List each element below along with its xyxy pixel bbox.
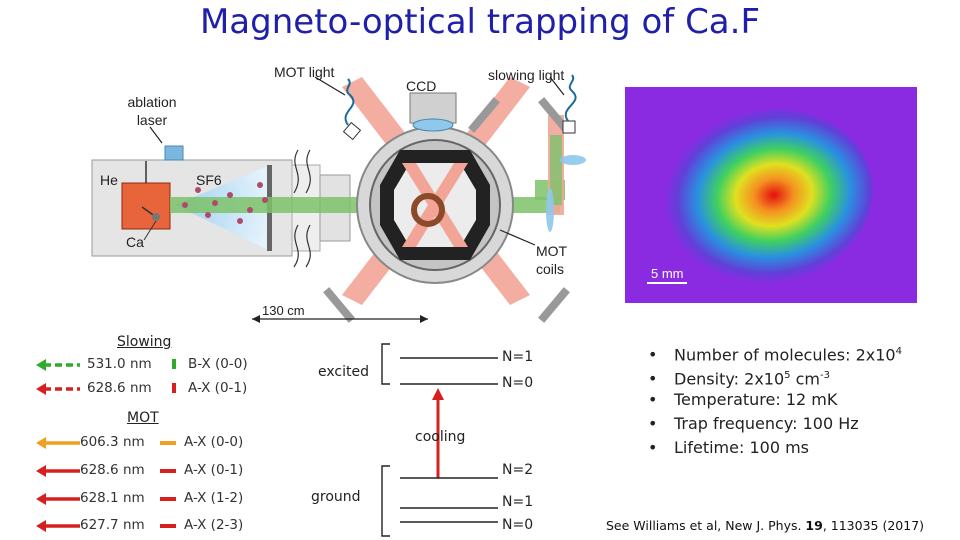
mot-transition: A-X (2-3): [184, 517, 244, 533]
mot-wavelength: 628.6 nm: [80, 462, 145, 478]
mot-transition: A-X (0-1): [184, 462, 244, 478]
lens-1: [546, 188, 554, 232]
stats-item: • Lifetime: 100 ms: [648, 436, 902, 460]
he-label: He: [100, 172, 118, 188]
cooling-label: cooling: [415, 429, 466, 445]
slowing-heading: Slowing: [117, 334, 172, 350]
mot-fluorescence-image: [625, 87, 917, 303]
bullet-icon: •: [648, 438, 658, 457]
mot-coil-ring: [411, 193, 445, 227]
n1-top-label: N=1: [502, 349, 534, 365]
excited-label: excited: [318, 364, 369, 380]
stats-item: • Temperature: 12 mK: [648, 388, 902, 412]
arrow-icon: [36, 493, 80, 505]
stats-list: • Number of molecules: 2x104 • Density: 2x1…: [648, 340, 902, 460]
reference: See Williams et al, New J. Phys. 19, 113…: [606, 518, 925, 533]
mirror-4: [323, 287, 355, 323]
ablation-laser-label: ablation laser: [127, 94, 177, 128]
sf6-label: SF6: [196, 172, 222, 188]
stats-item: • Trap frequency: 100 Hz: [648, 412, 902, 436]
mirror-2: [538, 97, 570, 133]
n0-top-label: N=0: [502, 375, 534, 391]
mot-wavelength: 628.1 nm: [80, 490, 145, 506]
scale-bar-label: 5 mm: [651, 266, 684, 281]
energy-level-diagram: [381, 343, 498, 537]
arrow-icon: [36, 437, 80, 449]
ablation-cell: [121, 182, 171, 230]
slowing-light-label: slowing light: [488, 67, 565, 83]
mot-coils-label: MOT coils: [536, 243, 567, 277]
color-marker: [160, 469, 176, 473]
lens-2: [560, 155, 586, 165]
bullet-icon: •: [648, 414, 658, 433]
slowing-transition: B-X (0-0): [188, 356, 248, 372]
mirror-1: [468, 97, 500, 133]
color-marker: [160, 441, 176, 445]
dashed-arrow-icon: [36, 383, 80, 395]
fiber-collimator: [562, 120, 576, 134]
dashed-arrow-icon: [36, 359, 80, 371]
excited-bracket: [381, 343, 390, 385]
arrow-icon: [36, 520, 80, 532]
stats-item: • Number of molecules: 2x104: [648, 340, 902, 364]
mot-wavelength: 627.7 nm: [80, 517, 145, 533]
slowing-transition: A-X (0-1): [188, 380, 248, 396]
slowing-wavelength: 531.0 nm: [87, 356, 152, 372]
slowing-wavelength: 628.6 nm: [87, 380, 152, 396]
ca-label: Ca: [126, 234, 144, 250]
mot-transition: A-X (0-0): [184, 434, 244, 450]
bullet-icon: •: [648, 369, 658, 389]
apparatus-diagram: [91, 74, 586, 323]
n1-bottom-label: N=1: [502, 494, 534, 510]
ccd-label: CCD: [406, 78, 437, 94]
ground-bracket: [381, 465, 390, 537]
mirror-3: [538, 287, 570, 323]
color-marker: [172, 359, 176, 369]
mot-collimator: [342, 121, 362, 141]
page-title: Magneto-optical trapping of Ca.F: [199, 2, 761, 42]
n2-label: N=2: [502, 462, 534, 478]
stats-item: • Density: 2x105 cm-3: [648, 364, 902, 388]
color-marker: [160, 497, 176, 501]
n0-bottom-label: N=0: [502, 517, 534, 533]
ground-label: ground: [311, 489, 361, 505]
mot-wavelength: 606.3 nm: [80, 434, 145, 450]
mot-transition: A-X (1-2): [184, 490, 244, 506]
color-marker: [160, 524, 176, 528]
mot-heading: MOT: [127, 410, 159, 426]
ablation-window: [164, 145, 184, 161]
slowing-fiber: [564, 74, 577, 122]
mot-fiber: [344, 78, 355, 126]
color-marker: [172, 383, 176, 393]
arrow-icon: [36, 465, 80, 477]
bullet-icon: •: [648, 390, 658, 409]
bullet-icon: •: [648, 345, 658, 365]
distance-label: 130 cm: [262, 303, 305, 318]
molecule-dots: [182, 182, 268, 224]
ccd-camera: [409, 92, 457, 124]
mot-light-label: MOT light: [274, 64, 335, 80]
